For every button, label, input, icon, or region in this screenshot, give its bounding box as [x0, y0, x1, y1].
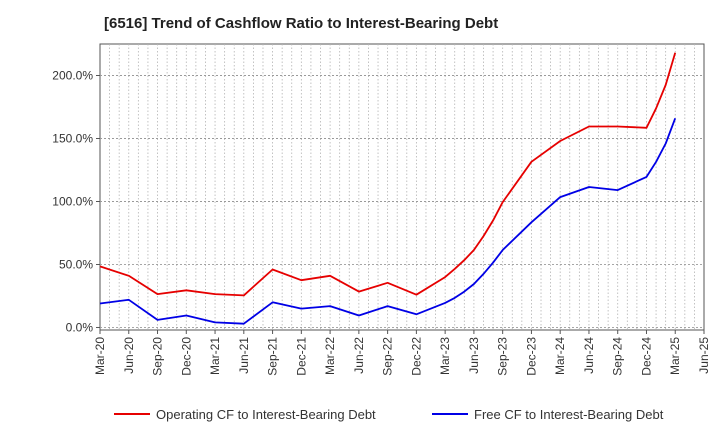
series-line-2 [99, 117, 677, 325]
y-tick-label: 150.0% [52, 131, 93, 145]
y-tick-label: 200.0% [52, 68, 93, 82]
x-tick-label: Jun-23 [467, 337, 481, 374]
y-tick-label: 100.0% [52, 194, 93, 208]
axis-ticks: 0.0% 50.0% 100.0% 150.0% 200.0% Mar-20 Jun-20 S… [52, 68, 711, 375]
x-tick-label: Mar-20 [93, 337, 107, 375]
x-tick-label: Jun-22 [352, 337, 366, 374]
x-tick-label: Sep-20 [151, 337, 165, 376]
chart-title: [6516] Trend of Cashflow Ratio to Intere… [104, 15, 499, 32]
series-line-1 [99, 52, 677, 297]
x-tick-label: Dec-20 [179, 337, 193, 376]
x-tick-label: Jun-25 [697, 337, 711, 374]
x-tick-label: Sep-21 [266, 337, 280, 376]
legend: Operating CF to Interest-Bearing Debt Fre… [114, 407, 664, 422]
x-tick-label: Dec-23 [524, 337, 538, 376]
y-tick-label: 50.0% [59, 257, 93, 271]
x-tick-label: Jun-24 [582, 337, 596, 374]
plot-area [99, 43, 705, 331]
y-tick-label: 0.0% [66, 320, 94, 334]
x-tick-label: Mar-22 [323, 337, 337, 375]
x-tick-label: Dec-21 [294, 337, 308, 376]
x-tick-label: Mar-25 [668, 337, 682, 375]
x-tick-label: Jun-20 [122, 337, 136, 374]
x-tick-label: Jun-21 [237, 337, 251, 374]
x-tick-label: Mar-21 [208, 337, 222, 375]
x-tick-label: Mar-23 [438, 337, 452, 375]
grid-lines [100, 44, 704, 330]
legend-label: Operating CF to Interest-Bearing Debt [156, 407, 376, 422]
x-tick-label: Sep-24 [611, 337, 625, 376]
x-tick-label: Mar-24 [553, 337, 567, 375]
x-tick-label: Sep-23 [496, 337, 510, 376]
x-tick-label: Sep-22 [381, 337, 395, 376]
legend-label: Free CF to Interest-Bearing Debt [474, 407, 664, 422]
series-lines [99, 52, 677, 325]
x-tick-label: Dec-24 [639, 337, 653, 376]
x-tick-label: Dec-22 [409, 337, 423, 376]
